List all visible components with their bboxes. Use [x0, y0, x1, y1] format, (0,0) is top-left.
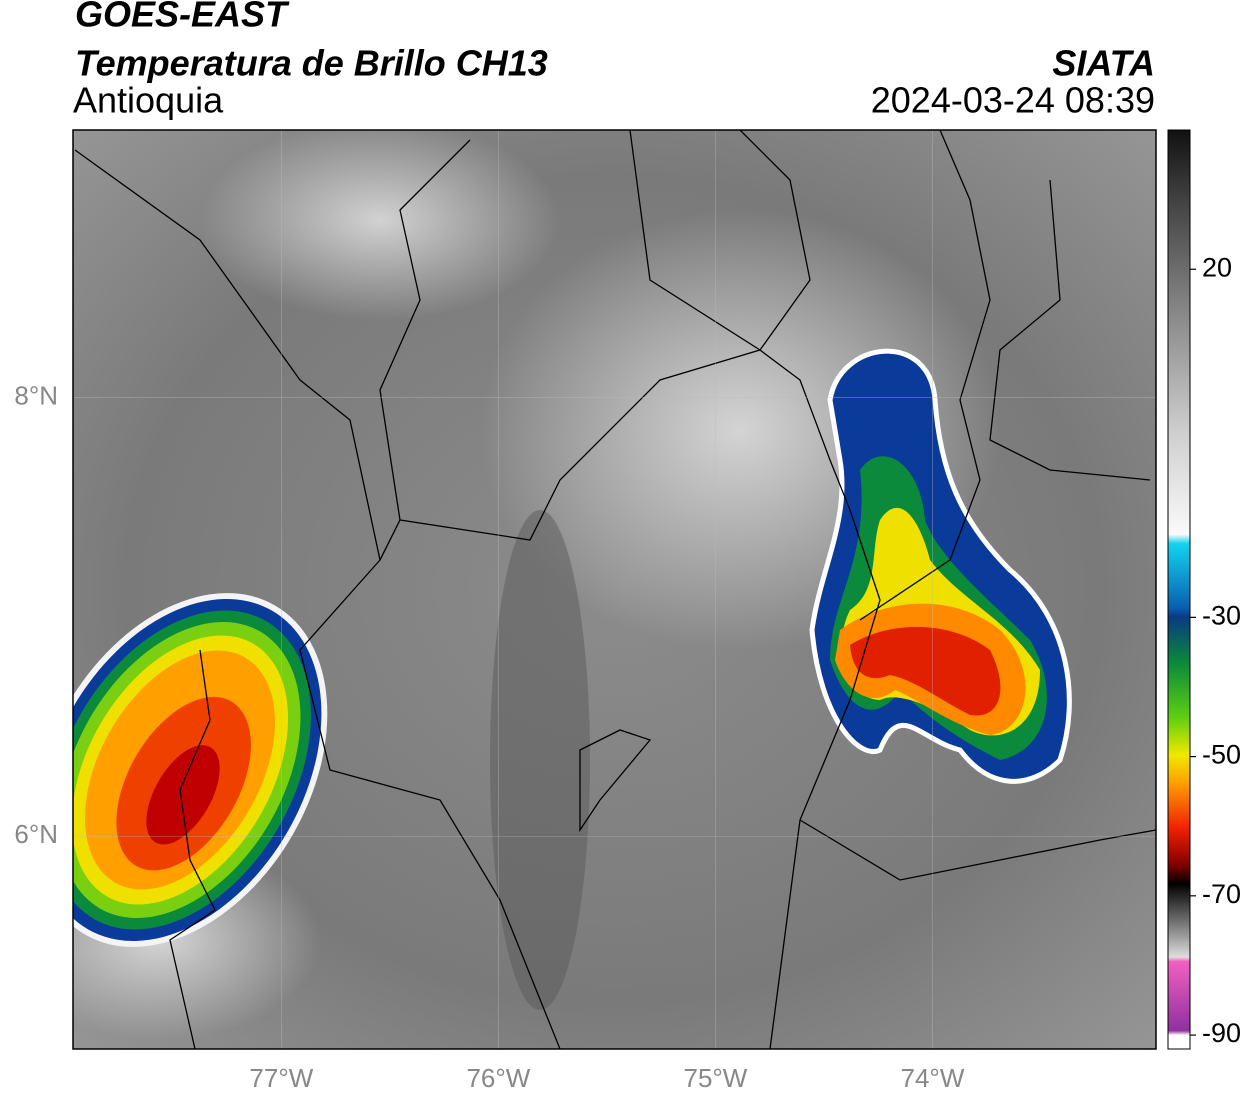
map-image [73, 130, 1156, 1049]
map-frame [72, 129, 1157, 1050]
region: Antioquia [73, 80, 224, 121]
x-tick-label: 75°W [683, 1063, 747, 1093]
storm-cell-west [73, 593, 328, 947]
subtitle: Temperatura de Brillo CH13 [75, 43, 548, 84]
colorbar [1167, 129, 1191, 1050]
source: SIATA [1052, 43, 1155, 84]
y-tick-label: 8°N [14, 380, 58, 410]
y-tick-label: 6°N [14, 819, 58, 849]
storm-cell-east [809, 348, 1072, 784]
colorbar-tick-label: 20 [1202, 252, 1232, 282]
colorbar-tick-label: -30 [1202, 600, 1241, 630]
x-tick-label: 77°W [249, 1063, 313, 1093]
colorbar-tick-label: -70 [1202, 879, 1241, 909]
colorbar-tick-label: -90 [1202, 1018, 1241, 1048]
x-tick-label: 76°W [466, 1063, 530, 1093]
cloud-haze [200, 130, 560, 320]
title: GOES-EAST [75, 0, 290, 35]
borders [74, 130, 1156, 1049]
dark-region [490, 510, 590, 1010]
x-tick-label: 74°W [901, 1063, 965, 1093]
graticule [73, 130, 1156, 1049]
colorbar-tick-label: -50 [1202, 740, 1241, 770]
datetime: 2024-03-24 08:39 [871, 80, 1155, 121]
